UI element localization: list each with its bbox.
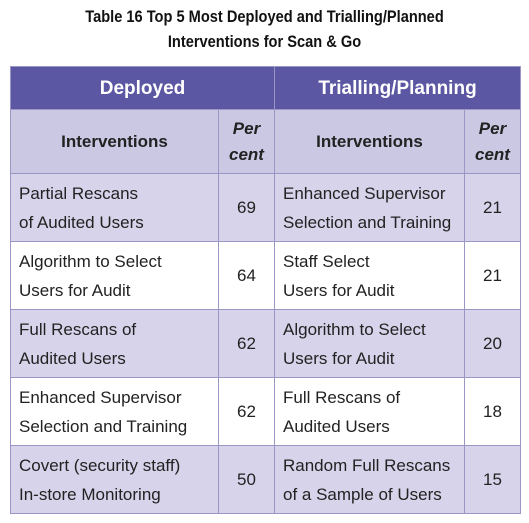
- intervention-cell: Random Full Rescans of a Sample of Users: [274, 445, 465, 514]
- percent-cell: 21: [463, 241, 522, 310]
- table-row: Enhanced Supervisor Selection and Traini…: [10, 377, 522, 446]
- table-row: Partial Rescans of Audited Users 69 Enhanc…: [10, 173, 522, 242]
- percent-cell: 69: [218, 173, 275, 242]
- column-header-row: Interventions Per cent Interventions Per ce…: [10, 109, 522, 174]
- intervention-cell: Full Rescans of Audited Users: [274, 377, 465, 446]
- table-row: Algorithm to Select Users for Audit 64 Sta…: [10, 241, 522, 310]
- percent-cell: 62: [218, 309, 275, 378]
- intervention-cell: Enhanced Supervisor Selection and Traini…: [10, 377, 219, 446]
- group-header: Deployed: [10, 66, 275, 110]
- intervention-cell: Enhanced Supervisor Selection and Traini…: [274, 173, 465, 242]
- intervention-cell: Algorithm to Select Users for Audit: [10, 241, 219, 310]
- title-line: Interventions for Scan & Go: [167, 32, 362, 51]
- percent-cell: 62: [218, 377, 275, 446]
- intervention-cell: Algorithm to Select Users for Audit: [274, 309, 465, 378]
- percent-cell: 15: [463, 445, 522, 514]
- intervention-cell: Partial Rescans of Audited Users: [10, 173, 219, 242]
- table-title: Table 16 Top 5 Most Deployed and Trialli…: [0, 4, 529, 54]
- column-header: Per cent: [463, 109, 522, 174]
- intervention-cell: Full Rescans of Audited Users: [10, 309, 219, 378]
- column-header: Interventions: [274, 109, 465, 174]
- group-header: Trialling/Planning: [273, 66, 522, 110]
- table-row: Full Rescans of Audited Users 62 Algorithm…: [10, 309, 522, 378]
- percent-cell: 18: [463, 377, 522, 446]
- column-header: Interventions: [10, 109, 219, 174]
- data-table: Deployed Trialling/Planning Intervention…: [10, 66, 522, 514]
- percent-cell: 21: [463, 173, 522, 242]
- table-row: Covert (security staff) In-store Monitor…: [10, 445, 522, 514]
- intervention-cell: Covert (security staff) In-store Monitor…: [10, 445, 219, 514]
- intervention-cell: Staff Select Users for Audit: [274, 241, 465, 310]
- column-header: Per cent: [218, 109, 275, 174]
- table-body: Partial Rescans of Audited Users 69 Enhanc…: [10, 173, 522, 514]
- percent-cell: 64: [218, 241, 275, 310]
- title-line: Table 16 Top 5 Most Deployed and Trialli…: [85, 7, 444, 26]
- percent-cell: 20: [463, 309, 522, 378]
- percent-cell: 50: [218, 445, 275, 514]
